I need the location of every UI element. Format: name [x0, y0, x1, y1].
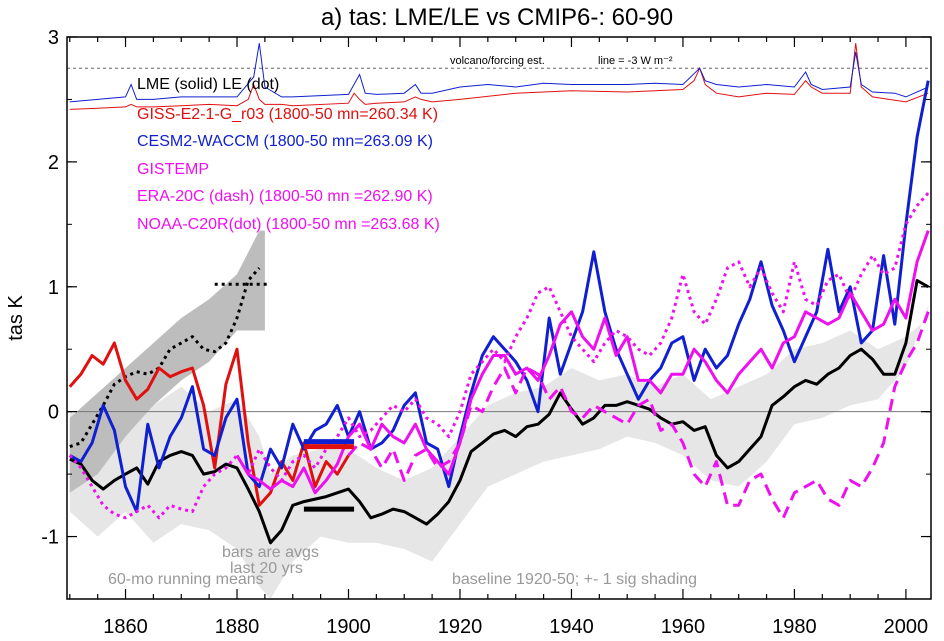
y-tick-label: 2 [48, 152, 59, 174]
y-axis-label: tas K [5, 295, 27, 341]
legend-entry-lme: LME (solid) LE (dot) [137, 76, 279, 93]
x-tick-label: 1960 [661, 616, 706, 638]
plot-area [67, 43, 931, 599]
x-tick-label: 1880 [215, 616, 260, 638]
volcano-line-label: line = -3 W m⁻² [598, 55, 673, 67]
x-tick-label: 1900 [326, 616, 371, 638]
note-running-means: 60-mo running means [108, 571, 264, 588]
series-noaa_c20r [68, 192, 930, 520]
x-tick-label: 1860 [103, 616, 148, 638]
note-bars: bars are avgs [222, 544, 319, 561]
series-forcing_blue [69, 43, 929, 103]
series-lme [69, 279, 929, 545]
y-tick-label: 1 [48, 277, 59, 299]
legend-entry-giss: GISS-E2-1-G_r03 (1800-50 mn=260.34 K) [137, 106, 438, 123]
series-era20c [347, 311, 930, 520]
chart-title: a) tas: LME/LE vs CMIP6-: 60-90 [321, 4, 673, 31]
series-cesm [69, 80, 930, 514]
y-tick-label: 0 [48, 402, 59, 424]
axes: -1 0 1 2 3 1860 1880 1900 1920 1940 1960 1980 2000 [41, 27, 931, 638]
x-tick-label: 1940 [549, 616, 594, 638]
y-tick-label: 3 [48, 27, 59, 49]
legend-entry-cesm: CESM2-WACCM (1800-50 mn=263.09 K) [137, 133, 433, 150]
y-tick-label: -1 [41, 527, 59, 549]
series-gistemp [235, 230, 930, 495]
series-forcing_red [69, 43, 929, 110]
legend-entry-noaa: NOAA-C20R(dot) (1800-50 mn =263.68 K) [137, 216, 440, 233]
plot-frame [66, 36, 932, 600]
series-giss [68, 341, 350, 507]
note-last20: last 20 yrs [230, 560, 303, 577]
note-baseline: baseline 1920-50; +- 1 sig shading [452, 571, 697, 588]
legend-entry-era20c: ERA-20C (dash) (1800-50 mn =262.90 K) [137, 188, 433, 205]
volcano-label: volcano/forcing est. [450, 55, 545, 67]
legend-entry-gistemp: GISTEMP [137, 161, 209, 178]
legend: LME (solid) LE (dot) GISS-E2-1-G_r03 (18… [137, 76, 440, 233]
x-tick-label: 1980 [772, 616, 817, 638]
x-tick-label: 2000 [884, 616, 929, 638]
x-tick-label: 1920 [438, 616, 483, 638]
shading-le_band [69, 230, 265, 493]
